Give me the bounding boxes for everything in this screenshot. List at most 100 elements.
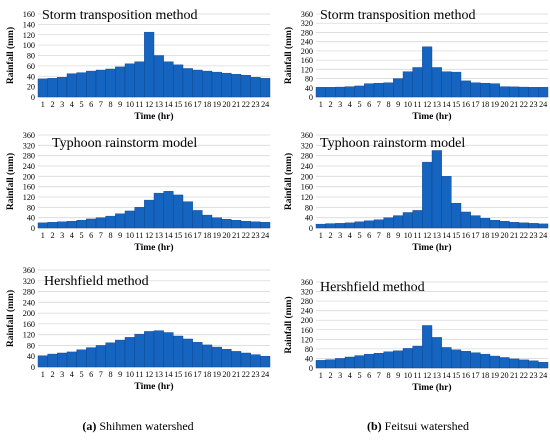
x-tick-label: 8 xyxy=(386,371,390,380)
bar xyxy=(480,217,491,229)
bar xyxy=(364,353,375,369)
x-tick-label: 19 xyxy=(491,231,499,240)
x-tick-label: 6 xyxy=(367,231,371,240)
y-axis-title: Rainfall (mm) xyxy=(283,296,294,353)
bar xyxy=(489,83,500,98)
y-tick-label: 360 xyxy=(23,266,35,275)
caption-feitsui-label: (b) xyxy=(367,419,382,433)
bar xyxy=(124,63,135,98)
y-tick-label: 100 xyxy=(23,41,35,50)
bar xyxy=(451,349,462,369)
x-tick-label: 3 xyxy=(60,100,64,109)
chart-title: Hershfield method xyxy=(320,280,425,295)
bar xyxy=(250,354,261,368)
bar xyxy=(412,67,423,98)
bar xyxy=(86,347,97,368)
bar xyxy=(518,86,529,98)
bar xyxy=(480,82,491,98)
x-tick-label: 13 xyxy=(433,100,441,109)
bar xyxy=(451,71,462,98)
bar xyxy=(37,222,48,229)
x-tick-label: 4 xyxy=(70,231,74,240)
x-tick-label: 23 xyxy=(529,100,537,109)
bar xyxy=(192,69,203,98)
y-tick-label: 40 xyxy=(27,214,35,223)
bar xyxy=(124,337,135,368)
bar xyxy=(518,359,529,369)
y-tick-label: 120 xyxy=(301,193,313,202)
x-tick-label: 2 xyxy=(50,231,54,240)
x-tick-label: 4 xyxy=(348,371,352,380)
bar xyxy=(105,342,116,368)
x-tick-label: 20 xyxy=(500,231,508,240)
bar xyxy=(383,351,394,369)
y-tick-label: 280 xyxy=(23,288,35,297)
x-tick-label: 19 xyxy=(213,100,221,109)
bar xyxy=(66,351,77,368)
x-tick-label: 9 xyxy=(396,100,400,109)
x-tick-label: 23 xyxy=(529,231,537,240)
bar xyxy=(221,349,232,368)
x-tick-label: 1 xyxy=(319,100,323,109)
x-tick-label: 19 xyxy=(213,231,221,240)
bar xyxy=(144,31,155,98)
bar xyxy=(57,221,68,229)
x-tick-label: 19 xyxy=(213,370,221,379)
y-tick-label: 280 xyxy=(301,28,313,37)
x-tick-label: 22 xyxy=(520,231,528,240)
x-tick-label: 7 xyxy=(99,370,103,379)
y-tick-label: 200 xyxy=(23,309,35,318)
bar xyxy=(47,78,58,98)
x-tick-label: 18 xyxy=(481,371,489,380)
x-tick-label: 18 xyxy=(203,370,211,379)
x-tick-label: 3 xyxy=(60,370,64,379)
x-tick-label: 21 xyxy=(510,371,518,380)
bar xyxy=(489,220,500,229)
y-tick-label: 360 xyxy=(301,131,313,140)
x-tick-label: 14 xyxy=(164,370,172,379)
bar xyxy=(538,223,549,229)
bar xyxy=(441,71,452,98)
bar xyxy=(373,352,384,369)
x-tick-label: 24 xyxy=(261,100,269,109)
x-tick-label: 8 xyxy=(386,100,390,109)
x-tick-label: 15 xyxy=(174,231,182,240)
bar xyxy=(173,335,184,368)
y-tick-label: 280 xyxy=(301,152,313,161)
y-tick-label: 320 xyxy=(23,141,35,150)
x-tick-label: 5 xyxy=(357,231,361,240)
x-tick-label: 19 xyxy=(491,371,499,380)
y-axis-title: Rainfall (mm) xyxy=(5,153,16,210)
bar xyxy=(335,223,346,229)
y-tick-label: 120 xyxy=(301,335,313,344)
bar xyxy=(231,351,242,368)
bar xyxy=(37,355,48,368)
bar xyxy=(393,215,404,229)
y-tick-label: 280 xyxy=(301,297,313,306)
y-tick-label: 0 xyxy=(309,224,313,233)
bar xyxy=(344,86,355,98)
x-tick-label: 15 xyxy=(174,370,182,379)
x-tick-label: 2 xyxy=(50,370,54,379)
y-tick-label: 0 xyxy=(309,93,313,102)
bar xyxy=(192,210,203,229)
x-tick-label: 10 xyxy=(404,231,412,240)
x-tick-label: 3 xyxy=(338,100,342,109)
bar xyxy=(57,352,68,368)
y-tick-label: 80 xyxy=(305,75,313,84)
x-tick-label: 17 xyxy=(193,100,201,109)
y-tick-label: 80 xyxy=(27,52,35,61)
y-tick-label: 240 xyxy=(301,38,313,47)
x-tick-label: 3 xyxy=(338,371,342,380)
bar xyxy=(250,221,261,229)
bar xyxy=(509,222,520,229)
x-tick-label: 9 xyxy=(396,371,400,380)
x-tick-label: 15 xyxy=(452,371,460,380)
chart-title: Storm transposition method xyxy=(320,8,476,23)
bar xyxy=(422,46,433,98)
caption-feitsui-text: Feitsui watershed xyxy=(382,419,469,433)
